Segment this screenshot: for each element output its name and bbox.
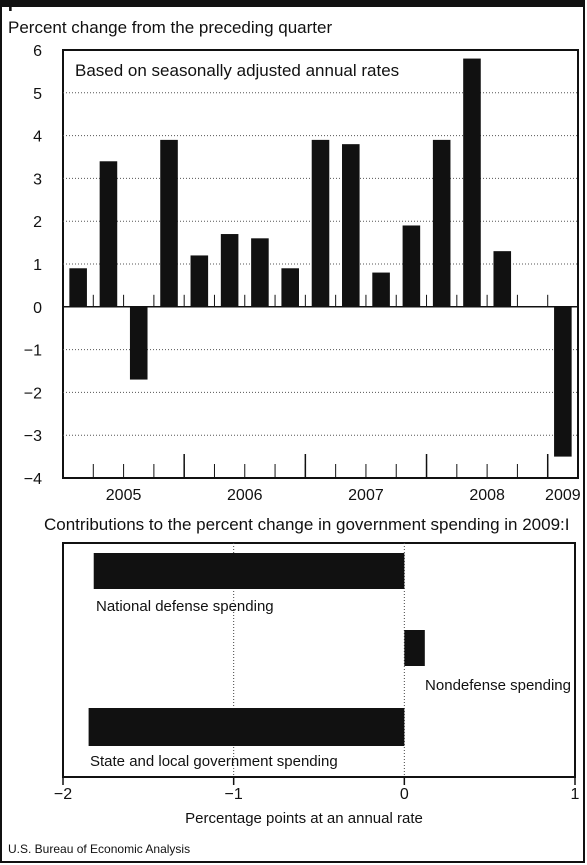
top-y-tick-label: −3	[24, 428, 42, 445]
top-bar	[190, 255, 209, 307]
top-bar	[160, 139, 178, 307]
top-bar	[281, 268, 299, 307]
top-y-tick-label: −4	[24, 471, 42, 488]
header-fragment: ρ	[8, 0, 19, 11]
top-bars	[69, 58, 572, 457]
top-bar	[402, 225, 421, 307]
top-bar	[129, 306, 148, 380]
top-bar	[251, 238, 269, 307]
top-bar	[311, 139, 330, 307]
top-chart-title: Percent change from the preceding quarte…	[8, 18, 332, 37]
top-y-tick-label: 5	[33, 86, 42, 103]
bottom-bar	[404, 630, 425, 666]
bottom-bar-label: National defense spending	[96, 598, 274, 615]
bottom-x-tick-label: 0	[400, 786, 409, 803]
top-bar	[554, 306, 572, 457]
bottom-plot-area	[62, 542, 576, 778]
top-y-tick-label: 0	[33, 300, 42, 317]
top-y-axis: 6 5 4 3 2 1 0 −1 −2 −3 −4	[24, 43, 42, 488]
bottom-x-tick-label: −2	[54, 786, 72, 803]
bottom-bar-label: State and local government spending	[90, 753, 338, 770]
top-x-year-label: 2009	[545, 487, 581, 504]
top-y-tick-label: 2	[33, 214, 42, 231]
bottom-x-axis-label: Percentage points at an annual rate	[185, 810, 423, 827]
top-x-year-label: 2007	[348, 487, 384, 504]
top-y-tick-label: 6	[33, 43, 42, 60]
source-note: U.S. Bureau of Economic Analysis	[8, 842, 190, 856]
top-y-tick-label: −2	[24, 385, 42, 402]
bottom-bars: National defense spending Nondefense spen…	[88, 553, 571, 770]
top-bar	[493, 251, 512, 307]
bottom-x-tick-label: −1	[225, 786, 243, 803]
top-x-year-label: 2005	[106, 487, 142, 504]
top-bar	[99, 161, 118, 307]
top-y-tick-label: 3	[33, 171, 42, 188]
bottom-x-axis: −2 −1 0 1	[54, 777, 580, 803]
annotation-background	[68, 56, 438, 82]
bottom-chart-title: Contributions to the percent change in g…	[44, 515, 569, 534]
top-bar	[69, 268, 87, 307]
top-x-axis: 2005 2006 2007 2008 2009	[92, 294, 581, 504]
bottom-x-tick-label: 1	[571, 786, 580, 803]
header-band	[0, 0, 585, 7]
top-y-tick-label: 1	[33, 257, 42, 274]
top-bar	[342, 144, 360, 307]
top-x-year-label: 2008	[469, 487, 505, 504]
top-bar	[463, 58, 481, 307]
bottom-bar-label: Nondefense spending	[425, 677, 571, 694]
top-bar	[220, 234, 239, 307]
top-chart-annotation: Based on seasonally adjusted annual rate…	[75, 61, 399, 80]
bottom-bar	[93, 553, 405, 589]
top-y-tick-label: 4	[33, 129, 42, 146]
top-bar	[372, 272, 390, 307]
top-y-tick-label: −1	[24, 343, 42, 360]
bottom-bar	[88, 708, 405, 746]
top-bar	[432, 139, 451, 307]
top-x-year-label: 2006	[227, 487, 263, 504]
